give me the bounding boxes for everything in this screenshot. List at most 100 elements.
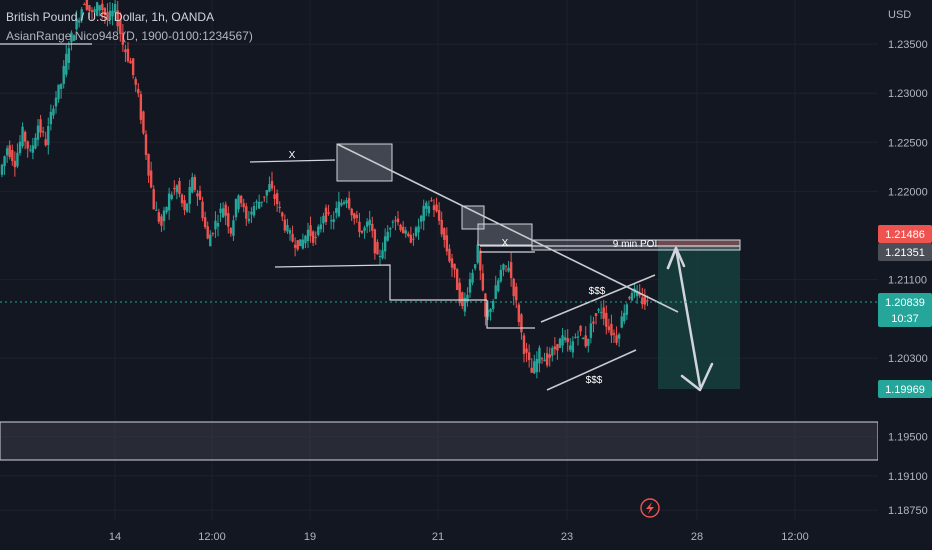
candle-bear: [13, 160, 17, 168]
candle-bear: [407, 233, 410, 236]
candle-bear: [178, 180, 181, 194]
candle-bull: [54, 97, 58, 107]
candle-bull: [404, 230, 407, 234]
candle-bull: [62, 65, 65, 84]
candle-bull: [630, 293, 634, 301]
candle-bear: [183, 200, 186, 211]
candle-bear: [283, 219, 287, 231]
candle-bull: [165, 207, 168, 213]
candle-bear: [26, 141, 29, 149]
symbol-title[interactable]: British Pound / U.S. Dollar, 1h, OANDA: [6, 10, 215, 24]
poi-label: 9 min POI: [613, 239, 657, 250]
order-block-2: [461, 205, 485, 230]
candle-bull: [93, 9, 96, 13]
candle-bull: [216, 223, 220, 227]
candle-bull: [299, 239, 302, 247]
candle-bear: [643, 295, 647, 305]
candle-bull: [345, 200, 348, 204]
candle-bear: [134, 78, 137, 85]
range-box-2: [274, 264, 487, 301]
candle-bear: [443, 228, 446, 240]
candle-bull: [301, 239, 305, 249]
candle-bear: [203, 217, 207, 228]
candle-bull: [381, 250, 384, 259]
candle-bull: [21, 126, 24, 147]
candle-bear: [273, 194, 276, 199]
candle-bull: [422, 205, 425, 221]
candle-bull: [288, 230, 292, 234]
trendlines: [336, 143, 679, 391]
projection-arrow: [666, 246, 714, 392]
candle-bear: [193, 176, 197, 190]
candle-bear: [437, 210, 441, 221]
candle-bull: [574, 336, 577, 338]
price-tick-label: 1.22000: [888, 186, 928, 198]
candle-bull: [417, 226, 420, 233]
time-tick-label: 23: [561, 531, 573, 543]
candle-bear: [409, 234, 413, 243]
candle-bull: [533, 361, 536, 374]
candle-bear: [566, 338, 569, 343]
candle-bear: [350, 208, 353, 216]
candle-bull: [476, 244, 479, 263]
svg-text:1.19969: 1.19969: [885, 384, 925, 396]
candle-bear: [347, 198, 351, 209]
time-axis[interactable]: [0, 520, 932, 550]
candle-bull: [587, 338, 590, 346]
candle-bull: [337, 201, 341, 217]
candle-bear: [602, 307, 605, 319]
candle-bull: [335, 208, 338, 213]
candle-bear: [242, 203, 245, 208]
candle-bull: [185, 203, 189, 212]
candle-bull: [625, 304, 629, 315]
x-label-2: X: [502, 238, 509, 249]
candle-bear: [103, 8, 107, 15]
candle-bull: [551, 348, 554, 356]
candle-bull: [237, 195, 240, 210]
candle-bear: [527, 352, 531, 361]
price-tick-label: 1.20300: [888, 353, 928, 365]
price-tick-label: 1.23500: [888, 39, 928, 51]
candle-bear: [227, 213, 230, 227]
candle-bear: [607, 326, 611, 331]
candle-bull: [383, 236, 387, 252]
candle-bull: [260, 201, 263, 203]
candle-bull: [108, 10, 112, 21]
candle-bear: [448, 248, 451, 262]
channel-lower: [546, 349, 637, 391]
candle-bear: [101, 3, 104, 10]
entry-price-tag: 1.21351: [878, 243, 932, 261]
candle-bull: [265, 190, 269, 196]
candle-bear: [450, 258, 454, 268]
svg-text:1.21486: 1.21486: [885, 229, 925, 241]
candle-bull: [209, 234, 212, 247]
candle-bear: [201, 201, 204, 219]
indicator-title[interactable]: AsianRange Nico948 (D, 1900-0100:1234567…: [6, 29, 253, 43]
candle-bull: [36, 125, 40, 140]
candle-bull: [535, 358, 539, 373]
price-tick-label: 1.19500: [888, 432, 928, 444]
candle-bull: [342, 202, 346, 204]
candle-bull: [5, 148, 9, 156]
candle-bear: [612, 333, 616, 335]
candle-bull: [473, 264, 477, 269]
candle-bear: [124, 49, 127, 53]
candle-bull: [425, 202, 428, 209]
tradingview-lightning-icon[interactable]: [640, 498, 660, 518]
candle-bear: [373, 229, 377, 254]
candle-bull: [597, 309, 600, 311]
candle-bear: [296, 240, 299, 250]
candle-bear: [137, 88, 140, 94]
candle-bull: [31, 145, 35, 153]
candle-bull: [635, 290, 639, 297]
candle-bull: [234, 199, 238, 218]
candle-bull: [250, 211, 253, 215]
candle-bull: [47, 126, 50, 145]
candle-bull: [49, 111, 53, 125]
candle-bull: [329, 220, 333, 222]
time-tick-label: 28: [691, 531, 703, 543]
price-tick-label: 1.22500: [888, 137, 928, 149]
candle-bear: [173, 188, 176, 190]
candle-bull: [162, 210, 166, 222]
